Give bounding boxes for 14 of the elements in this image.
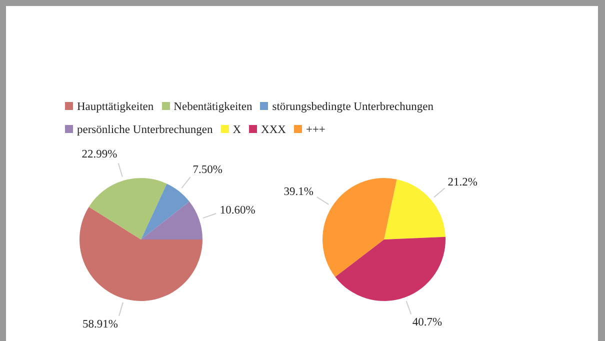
data-label: 7.50% <box>192 164 223 176</box>
legend-label: XXX <box>260 123 286 138</box>
data-label: 40.7% <box>412 316 443 329</box>
data-label: 22.99% <box>82 148 118 161</box>
data-label: 39.1% <box>284 186 314 198</box>
legend-label: störungsbedingte Unterbrechungen <box>271 100 434 115</box>
legend-label: Haupttätigkeiten <box>76 100 154 115</box>
legend-label: +++ <box>304 123 326 138</box>
legend-label: persönliche Unterbrechungen <box>76 123 213 138</box>
data-label: 21.2% <box>448 176 478 188</box>
legend-label: X <box>232 123 242 138</box>
data-label: 10.60% <box>220 204 256 217</box>
data-label: 58.91% <box>82 318 118 331</box>
legend-label: Nebentätigkeiten <box>172 100 252 115</box>
